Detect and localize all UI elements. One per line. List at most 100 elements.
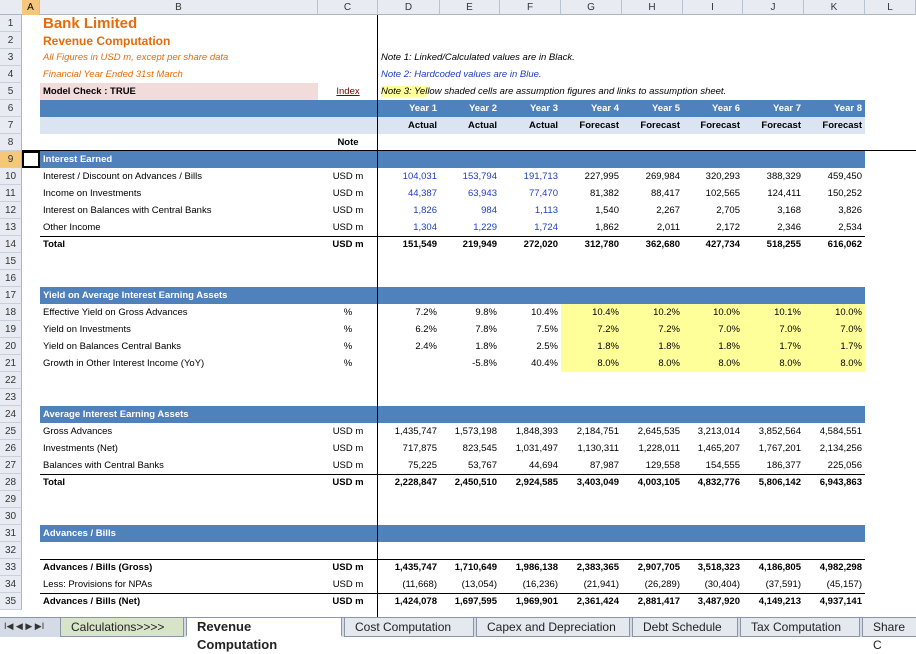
table_yield-r4-h[interactable]: 8.0% xyxy=(622,355,683,372)
table_avg-r3-h[interactable]: 129,558 xyxy=(645,460,680,471)
row-header-19[interactable]: 19 xyxy=(0,321,22,338)
section-interest-earned-label[interactable]: Interest Earned xyxy=(40,151,865,168)
table_interest-label-2[interactable]: Income on Investments xyxy=(43,188,142,199)
table_interest-r4-i[interactable]: 2,172 xyxy=(716,222,740,233)
table_avg-r2-d[interactable]: 717,875 xyxy=(402,443,437,454)
type-5[interactable]: Forecast xyxy=(640,120,680,131)
table_adv-r3-g[interactable]: 2,361,424 xyxy=(576,596,619,607)
table_adv-r2-f[interactable]: (16,236) xyxy=(522,579,558,590)
column-header-c[interactable]: C xyxy=(318,0,378,15)
table_avg-r2-g[interactable]: 1,130,311 xyxy=(577,443,619,454)
sheet-tab-3[interactable]: Cost Computation xyxy=(344,618,474,637)
row-header-31[interactable]: 31 xyxy=(0,525,22,542)
table_interest-r1-i[interactable]: 320,293 xyxy=(705,171,740,182)
table_interest-r4-e[interactable]: 1,229 xyxy=(473,222,497,233)
table_avg-label-4[interactable]: Total xyxy=(43,477,65,488)
table_interest-r2-d[interactable]: 44,387 xyxy=(407,188,437,199)
table_interest-r3-j[interactable]: 3,168 xyxy=(777,205,801,216)
table_adv-label-3[interactable]: Advances / Bills (Net) xyxy=(43,596,141,607)
table_interest-r5-h[interactable]: 362,680 xyxy=(645,239,680,250)
table_interest-r2-k[interactable]: 150,252 xyxy=(827,188,862,199)
column-header-a[interactable]: A xyxy=(22,0,40,15)
table_avg-r1-k[interactable]: 4,584,551 xyxy=(819,426,862,437)
sheet-tab-5[interactable]: Debt Schedule xyxy=(632,618,738,637)
table_yield-r2-d[interactable]: 6.2% xyxy=(415,324,437,335)
table_avg-r2-k[interactable]: 2,134,256 xyxy=(819,443,862,454)
table_yield-r4-j[interactable]: 8.0% xyxy=(743,355,804,372)
table_yield-r3-g[interactable]: 1.8% xyxy=(561,338,622,355)
company-name[interactable]: Bank Limited xyxy=(43,15,138,32)
table_avg-r4-e[interactable]: 2,450,510 xyxy=(454,477,497,488)
note-1[interactable]: Note 1: Linked/Calculated values are in … xyxy=(381,52,575,63)
table_interest-unit-4[interactable]: USD m xyxy=(332,222,364,233)
table_avg-r3-e[interactable]: 53,767 xyxy=(467,460,497,471)
table_adv-r1-h[interactable]: 2,907,705 xyxy=(637,562,680,573)
table_interest-r1-g[interactable]: 227,995 xyxy=(584,171,619,182)
sheet-title[interactable]: Revenue Computation xyxy=(43,33,171,48)
table_adv-r1-f[interactable]: 1,986,138 xyxy=(515,562,558,573)
table_interest-r4-h[interactable]: 2,011 xyxy=(656,222,680,233)
year-4[interactable]: Year 4 xyxy=(591,103,619,114)
table_yield-r2-e[interactable]: 7.8% xyxy=(475,324,497,335)
table_avg-r1-e[interactable]: 1,573,198 xyxy=(454,426,497,437)
row-header-35[interactable]: 35 xyxy=(0,593,22,610)
table_avg-r1-h[interactable]: 2,645,535 xyxy=(637,426,680,437)
table_adv-r2-k[interactable]: (45,157) xyxy=(826,579,862,590)
table_adv-label-2[interactable]: Less: Provisions for NPAs xyxy=(43,579,153,590)
units-note[interactable]: All Figures in USD m, except per share d… xyxy=(43,52,229,63)
table_avg-label-1[interactable]: Gross Advances xyxy=(43,426,113,437)
section-avg-assets-label[interactable]: Average Interest Earning Assets xyxy=(40,406,865,423)
table_yield-label-4[interactable]: Growth in Other Interest Income (YoY) xyxy=(43,358,205,369)
column-header-l[interactable]: L xyxy=(865,0,916,15)
row-header-26[interactable]: 26 xyxy=(0,440,22,457)
table_interest-r2-e[interactable]: 63,943 xyxy=(467,188,497,199)
table_avg-r2-j[interactable]: 1,767,201 xyxy=(758,443,801,454)
table_interest-r3-i[interactable]: 2,705 xyxy=(716,205,740,216)
table_interest-label-3[interactable]: Interest on Balances with Central Banks xyxy=(43,205,212,216)
table_yield-r1-g[interactable]: 10.4% xyxy=(561,304,622,321)
table_adv-r2-j[interactable]: (37,591) xyxy=(765,579,801,590)
table_interest-r4-j[interactable]: 2,346 xyxy=(777,222,801,233)
sheet-tab-4[interactable]: Capex and Depreciation xyxy=(476,618,630,637)
table_avg-r1-d[interactable]: 1,435,747 xyxy=(394,426,437,437)
row-header-13[interactable]: 13 xyxy=(0,219,22,236)
table_avg-label-3[interactable]: Balances with Central Banks xyxy=(43,460,164,471)
section-yield-label[interactable]: Yield on Average Interest Earning Assets xyxy=(40,287,865,304)
table_yield-r2-i[interactable]: 7.0% xyxy=(683,321,743,338)
table_interest-r5-f[interactable]: 272,020 xyxy=(523,239,558,250)
table_interest-r3-e[interactable]: 984 xyxy=(481,205,497,216)
table_yield-r1-k[interactable]: 10.0% xyxy=(804,304,865,321)
table_yield-r1-d[interactable]: 7.2% xyxy=(415,307,437,318)
table_interest-r5-e[interactable]: 219,949 xyxy=(462,239,497,250)
table_interest-r5-g[interactable]: 312,780 xyxy=(584,239,619,250)
table_interest-label-5[interactable]: Total xyxy=(43,239,65,250)
table_yield-label-2[interactable]: Yield on Investments xyxy=(43,324,131,335)
table_avg-unit-3[interactable]: USD m xyxy=(332,460,364,471)
table_adv-r3-e[interactable]: 1,697,595 xyxy=(454,596,497,607)
table_yield-label-1[interactable]: Effective Yield on Gross Advances xyxy=(43,307,188,318)
row-header-1[interactable]: 1 xyxy=(0,15,22,32)
row-header-29[interactable]: 29 xyxy=(0,491,22,508)
table_interest-r5-k[interactable]: 616,062 xyxy=(827,239,862,250)
table_interest-r3-d[interactable]: 1,826 xyxy=(413,205,437,216)
year-5[interactable]: Year 5 xyxy=(652,103,680,114)
table_yield-unit-2[interactable]: % xyxy=(343,324,353,335)
tab-scroll-buttons[interactable]: I◀ ◀ ▶ ▶I xyxy=(4,621,45,631)
row-header-14[interactable]: 14 xyxy=(0,236,22,253)
type-1[interactable]: Actual xyxy=(407,120,437,131)
column-header-d[interactable]: D xyxy=(378,0,440,15)
row-header-8[interactable]: 8 xyxy=(0,134,22,151)
row-header-10[interactable]: 10 xyxy=(0,168,22,185)
column-header-h[interactable]: H xyxy=(622,0,683,15)
row-header-2[interactable]: 2 xyxy=(0,32,22,49)
type-2[interactable]: Actual xyxy=(467,120,497,131)
row-header-11[interactable]: 11 xyxy=(0,185,22,202)
table_adv-r3-k[interactable]: 4,937,141 xyxy=(819,596,862,607)
table_yield-r4-f[interactable]: 40.4% xyxy=(531,358,558,369)
table_avg-r1-g[interactable]: 2,184,751 xyxy=(576,426,619,437)
table_interest-r4-k[interactable]: 2,534 xyxy=(838,222,862,233)
table_avg-r4-f[interactable]: 2,924,585 xyxy=(515,477,558,488)
table_yield-r1-j[interactable]: 10.1% xyxy=(743,304,804,321)
table_interest-unit-1[interactable]: USD m xyxy=(332,171,364,182)
